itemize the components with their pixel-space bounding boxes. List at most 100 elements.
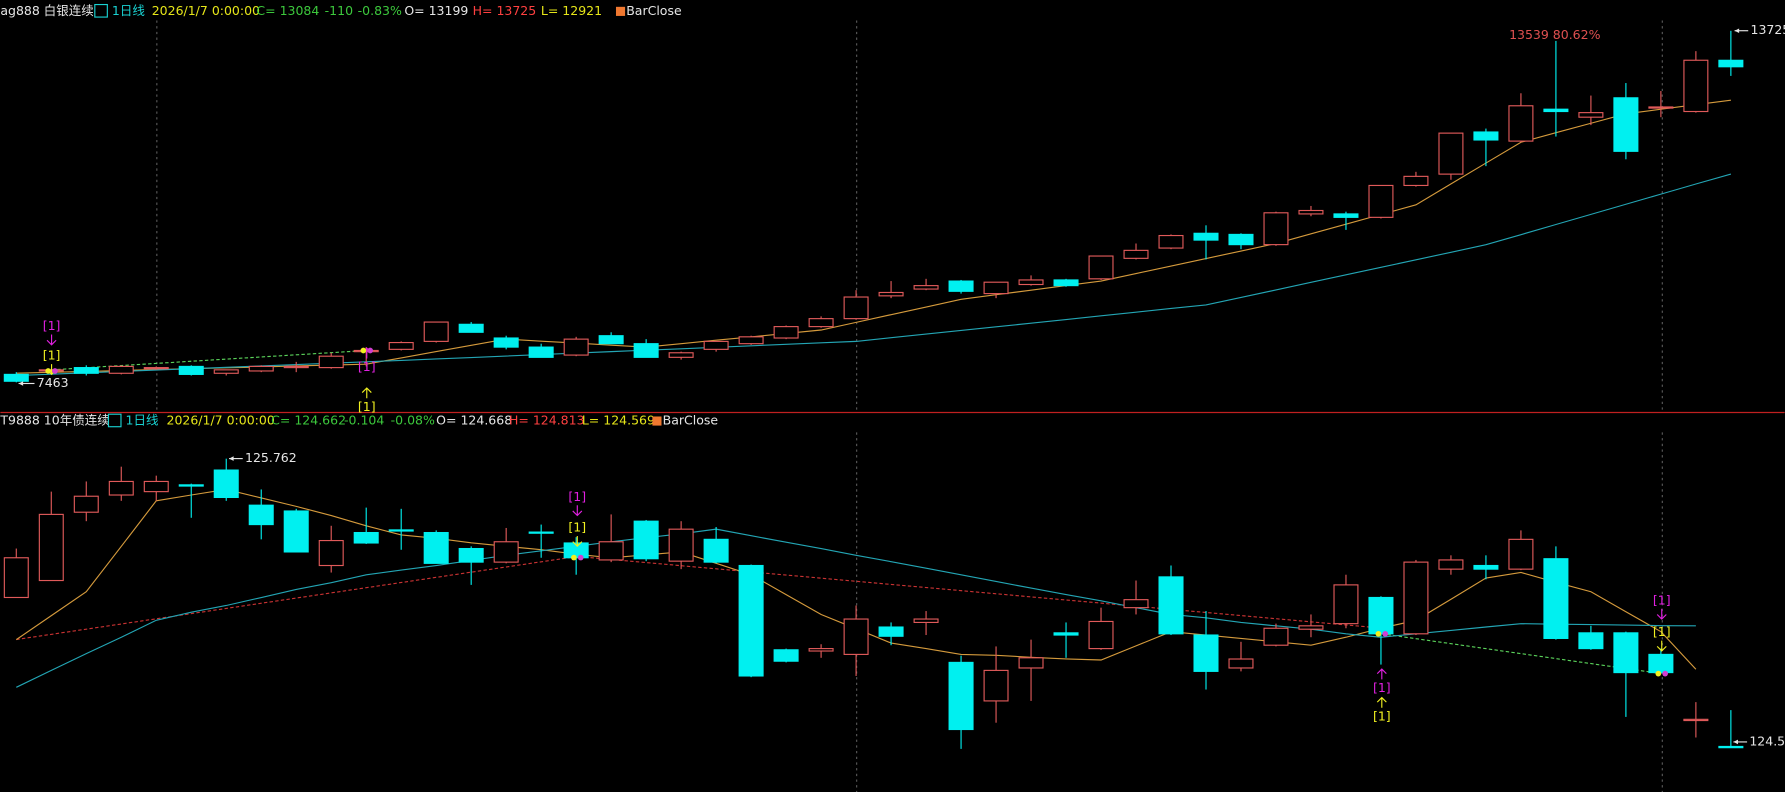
candle-body bbox=[1718, 745, 1744, 749]
signal-label: [1] bbox=[43, 318, 61, 333]
candle-body bbox=[878, 291, 904, 297]
header-item: 1日线 bbox=[126, 413, 159, 428]
candle-body bbox=[458, 323, 484, 333]
header-item: L= 124.569 bbox=[582, 413, 655, 428]
candle-body bbox=[1683, 718, 1709, 722]
signal-label: [1] bbox=[358, 399, 376, 414]
candle-body bbox=[598, 335, 624, 345]
candle-body bbox=[528, 346, 554, 358]
period-icon bbox=[107, 413, 122, 428]
signal-arrow bbox=[361, 387, 372, 399]
signal-arrow bbox=[572, 535, 583, 548]
candle-body bbox=[1263, 627, 1289, 646]
header-item: 2026/1/7 0:00:00 bbox=[167, 413, 275, 428]
moving-average bbox=[16, 99, 1732, 374]
header-item: H= 124.813 bbox=[509, 413, 585, 428]
candle-body bbox=[1053, 279, 1079, 287]
candle-body bbox=[1613, 97, 1639, 152]
candle-body bbox=[283, 365, 309, 369]
candle-body bbox=[493, 337, 519, 348]
candle-body bbox=[423, 531, 449, 564]
candle-body bbox=[1123, 599, 1149, 609]
candle-body bbox=[353, 531, 379, 544]
header-item: BarClose bbox=[626, 3, 682, 18]
header-item: BarClose bbox=[663, 413, 719, 428]
candle-body bbox=[108, 480, 134, 496]
candle-body bbox=[1228, 658, 1254, 669]
candle-body bbox=[388, 529, 414, 532]
header-item: -110 bbox=[325, 3, 353, 18]
candle-body bbox=[248, 504, 274, 526]
candle-body bbox=[1298, 209, 1324, 215]
candle-body bbox=[1368, 596, 1394, 635]
signal-dot bbox=[367, 347, 374, 354]
candle-body bbox=[1333, 213, 1359, 218]
candle-body bbox=[3, 557, 29, 599]
candle-body bbox=[528, 531, 554, 534]
candle-body bbox=[1018, 657, 1044, 669]
candle-body bbox=[248, 365, 274, 372]
signal-dot bbox=[1655, 670, 1662, 677]
layer: ag888 白银连续 1日线 2026/1/7 0:00:00C= 13084 -11… bbox=[0, 3, 1785, 749]
signal-label: [1] bbox=[358, 359, 376, 374]
candle-body bbox=[388, 341, 414, 350]
price-annotation: 7463 bbox=[37, 375, 69, 390]
candle-body bbox=[1578, 632, 1604, 650]
candle-body bbox=[1613, 632, 1639, 674]
signal-label: [1] bbox=[1653, 624, 1671, 639]
candle-body bbox=[1018, 279, 1044, 286]
candle-body bbox=[1648, 653, 1674, 674]
candle-body bbox=[318, 355, 344, 369]
header-item: -0.104 bbox=[344, 413, 384, 428]
signal-arrow bbox=[1656, 640, 1667, 652]
price-annotation: 13539 80.62% bbox=[1509, 27, 1601, 42]
signal-arrow bbox=[1656, 608, 1667, 620]
signal-arrow bbox=[1376, 696, 1387, 708]
candle-body bbox=[1368, 184, 1394, 218]
signal-dot bbox=[1375, 630, 1382, 637]
candle-body bbox=[1473, 564, 1499, 570]
candle-body bbox=[178, 484, 204, 487]
candle-body bbox=[283, 510, 309, 553]
candle-body bbox=[1158, 234, 1184, 249]
candle-body bbox=[773, 649, 799, 662]
candle-body bbox=[1333, 584, 1359, 625]
candle-body bbox=[1438, 132, 1464, 175]
candle-body bbox=[738, 336, 764, 345]
candle-body bbox=[1193, 634, 1219, 672]
signal-label: [1] bbox=[568, 520, 586, 535]
header-item: O= 13199 bbox=[404, 3, 468, 18]
candle-body bbox=[738, 564, 764, 677]
signal-arrow bbox=[572, 505, 583, 517]
signal-dot bbox=[577, 554, 584, 561]
candle-body bbox=[1088, 620, 1114, 650]
trend-line bbox=[16, 555, 1382, 641]
signal-arrow bbox=[46, 334, 57, 346]
signal-label: [1] bbox=[1373, 708, 1391, 723]
candle-body bbox=[1228, 233, 1254, 246]
price-annotation: 13725 bbox=[1751, 22, 1785, 37]
candle-body bbox=[458, 547, 484, 563]
barclose-icon bbox=[615, 6, 626, 16]
header-item: 1日线 bbox=[112, 3, 145, 18]
candle-body bbox=[668, 352, 694, 358]
header-item: 2026/1/7 0:00:00 bbox=[152, 3, 260, 18]
candle-body bbox=[1193, 232, 1219, 241]
candle-body bbox=[1298, 625, 1324, 630]
candle-body bbox=[843, 618, 869, 655]
candle-body bbox=[1508, 105, 1534, 142]
candle-body bbox=[108, 365, 134, 374]
signal-label: [1] bbox=[568, 489, 586, 504]
signal-label: [1] bbox=[1373, 680, 1391, 695]
candle-body bbox=[3, 373, 29, 382]
candle-body bbox=[633, 343, 659, 358]
arrow-head bbox=[1734, 28, 1740, 33]
signal-dot bbox=[571, 554, 577, 561]
header-item: H= 13725 bbox=[473, 3, 537, 18]
candle-body bbox=[143, 480, 169, 493]
candle-body bbox=[1403, 175, 1429, 187]
candle-body bbox=[213, 469, 239, 499]
candle-body bbox=[213, 369, 239, 374]
candle-body bbox=[1543, 558, 1569, 639]
